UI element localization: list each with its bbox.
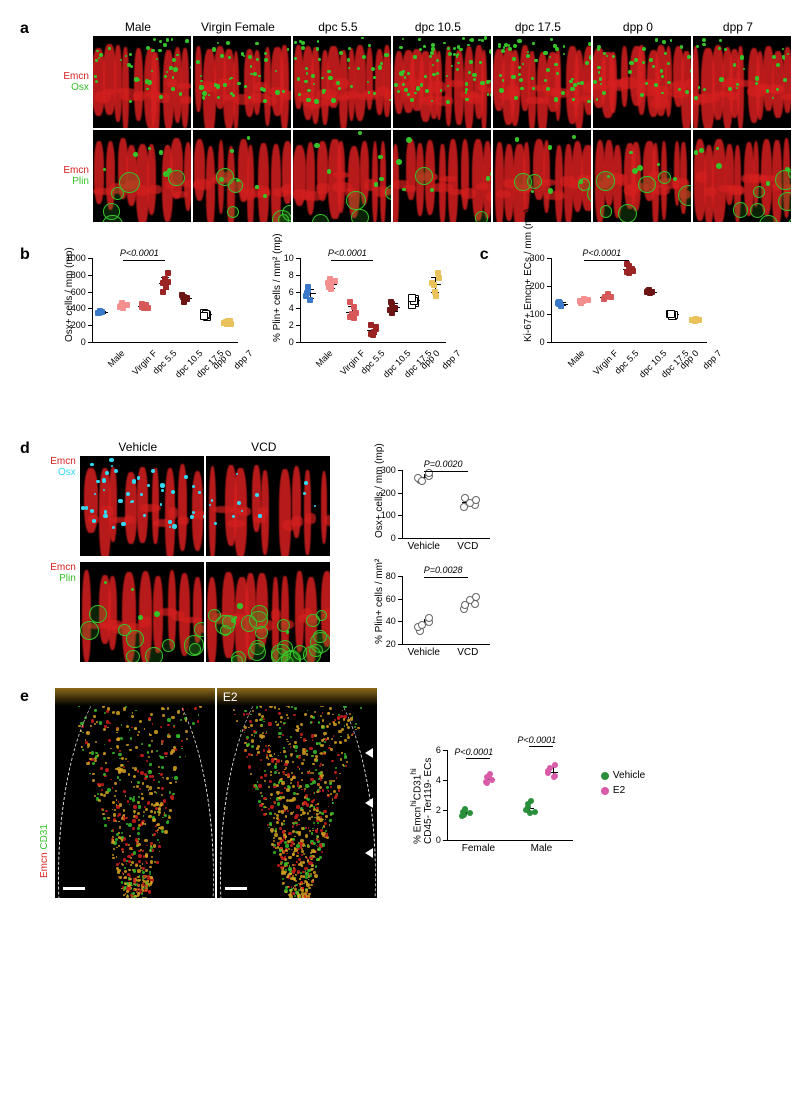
col-label: Virgin Female: [189, 20, 287, 34]
legend-swatch: [601, 772, 609, 780]
micrograph: [193, 130, 291, 222]
micrograph: [293, 36, 391, 128]
arrow-icon: [365, 848, 373, 858]
col-label: dpc 10.5: [389, 20, 487, 34]
label-osx-cyan: Osx: [42, 467, 76, 478]
panel-a-label: a: [20, 20, 29, 38]
panel-a-row-plin: Emcn Plin: [35, 130, 793, 222]
micrograph: [206, 562, 330, 662]
micrograph: [393, 130, 491, 222]
chart-e: % EmcnhiCD31hiCD45- Ter119- ECs0246Femal…: [407, 728, 577, 858]
col-label: dpc 5.5: [289, 20, 387, 34]
panel-a-row-osx: Emcn Osx: [35, 36, 793, 128]
micrograph: [93, 36, 191, 128]
label-plin: Plin: [42, 573, 76, 584]
micrograph: [493, 130, 591, 222]
label-emcn: Emcn: [39, 852, 50, 878]
label-emcn: Emcn: [42, 456, 76, 467]
chart-ki67: Ki-67+ Emcn+ ECs / mm (mp)0100200300Male…: [513, 246, 713, 386]
chart-plin: % Plin+ cells / mm² (mp)0246810MaleVirgi…: [262, 246, 452, 386]
micrograph: [293, 130, 391, 222]
panel-b-label: b: [20, 246, 30, 264]
col-label: dpp 7: [689, 20, 787, 34]
legend-swatch: [601, 787, 609, 795]
micrograph: [393, 36, 491, 128]
micrograph: [206, 456, 330, 556]
label-plin: Plin: [35, 176, 89, 187]
label-emcn: Emcn: [35, 165, 89, 176]
label-e2: E2: [223, 690, 238, 704]
micrograph: [493, 36, 591, 128]
arrow-icon: [365, 798, 373, 808]
micrograph: [80, 456, 204, 556]
micrograph: [55, 688, 215, 898]
micrograph: [93, 130, 191, 222]
col-label: Vehicle: [76, 440, 200, 454]
label-emcn: Emcn: [42, 562, 76, 573]
panel-e-label: e: [20, 688, 29, 706]
label-osx: Osx: [35, 82, 89, 93]
arrow-icon: [365, 748, 373, 758]
col-label: Male: [89, 20, 187, 34]
legend-label: E2: [613, 785, 625, 796]
legend: Vehicle E2: [601, 768, 645, 798]
micrograph: [593, 36, 691, 128]
label-emcn: Emcn: [35, 71, 89, 82]
micrograph: [693, 130, 791, 222]
chart-d-plin: % Plin+ cells / mm²20406080VehicleVCDP=0…: [364, 562, 494, 662]
panel-a-headers: Male Virgin Female dpc 5.5 dpc 10.5 dpc …: [89, 20, 793, 34]
col-label: VCD: [202, 440, 326, 454]
micrograph: E2: [217, 688, 377, 898]
label-cd31: CD31: [39, 824, 50, 850]
micrograph: [693, 36, 791, 128]
panel-d-label: d: [20, 440, 30, 458]
col-label: dpc 17.5: [489, 20, 587, 34]
legend-label: Vehicle: [613, 770, 645, 781]
panel-c-label: c: [480, 246, 489, 264]
micrograph: [80, 562, 204, 662]
col-label: dpp 0: [589, 20, 687, 34]
micrograph: [193, 36, 291, 128]
chart-d-osx: Osx+ cells / mm (mp)0100200300VehicleVCD…: [364, 456, 494, 556]
micrograph: [593, 130, 691, 222]
chart-osx: Osx+ cells / mm (mp)02004006008001000Mal…: [54, 246, 244, 386]
